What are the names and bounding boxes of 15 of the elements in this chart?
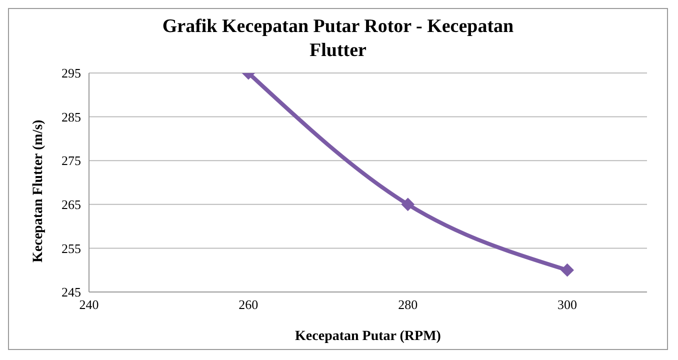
y-tick-label: 285 [62,109,81,124]
y-tick-label: 245 [62,284,81,300]
x-tick-label: 280 [398,297,418,312]
y-tick-label: 255 [62,240,81,256]
y-axis-title: Kecepatan Flutter (m/s) [30,119,46,262]
x-tick-label: 240 [79,297,99,312]
point [560,264,574,277]
y-tick-label: 295 [62,66,81,81]
x-tick-label: 260 [238,297,258,312]
chart-title: Grafik Kecepatan Putar Rotor - Kecepatan Flutter [161,15,515,63]
y-tick-label: 275 [62,153,81,168]
x-tick-label: 300 [558,297,578,312]
y-tick-label: 265 [62,197,81,212]
point [401,198,414,211]
x-axis-title: Kecepatan Putar (RPM) [295,329,442,344]
